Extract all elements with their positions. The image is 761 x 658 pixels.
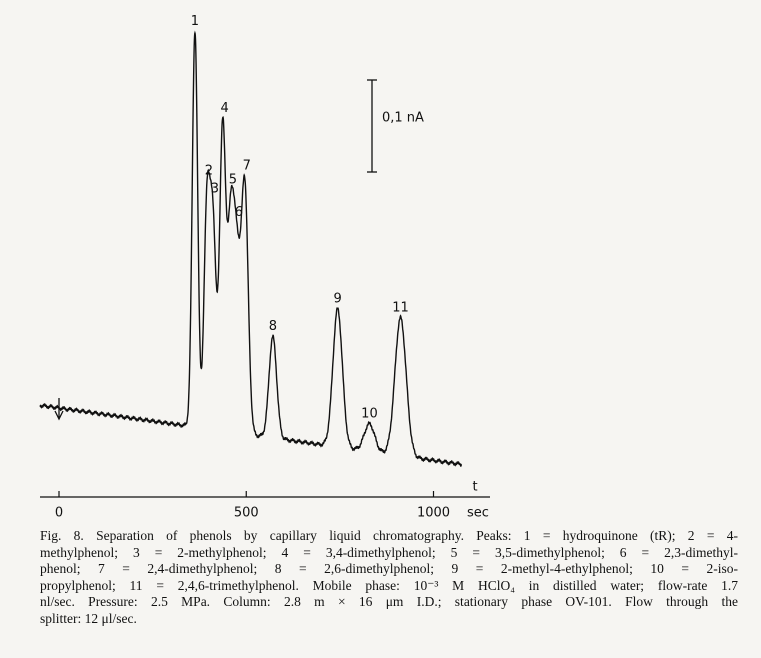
peak-label: 3 — [211, 181, 219, 196]
injection-arrow — [54, 410, 64, 421]
axis-label: t — [472, 480, 477, 495]
caption-line: methylphenol; 3 = 2-methylphenol; 4 = 3,… — [40, 544, 738, 560]
peak-label: 8 — [269, 319, 277, 334]
tick-label: 0 — [55, 506, 63, 521]
peak-label: 9 — [333, 291, 341, 306]
caption-line: propylphenol; 11 = 2,4,6-trimethylphenol… — [40, 577, 738, 593]
tick-label: 500 — [234, 506, 259, 521]
peak-label: 4 — [221, 101, 229, 116]
peak-label: 11 — [392, 300, 409, 315]
chromatogram-figure: 0 500 1000 sec t 0,1 nA 1 2 3 4 5 6 7 8 9 10 11 — [39, 14, 490, 521]
scale-bar-label: 0,1 nA — [382, 111, 424, 126]
peak-label: 6 — [235, 205, 243, 220]
peak-label: 7 — [243, 159, 251, 174]
caption-line: Fig. 8. Separation of phenols by capilla… — [40, 528, 738, 543]
axis-unit: sec — [467, 506, 489, 521]
caption-line: splitter: 12 μl/sec. — [40, 610, 137, 626]
peak-label: 2 — [205, 164, 213, 179]
caption-line: phenol; 7 = 2,4-dimethylphenol; 8 = 2,6-… — [40, 561, 738, 576]
tick-label: 1000 — [417, 506, 450, 521]
caption: Fig. 8. Separation of phenols by capilla… — [40, 528, 738, 627]
peak-label: 5 — [229, 172, 237, 187]
peak-label: 1 — [191, 14, 199, 29]
chromatogram-trace — [39, 30, 463, 468]
caption-line: nl/sec. Pressure: 2.5 MPa. Column: 2.8 m… — [40, 594, 738, 609]
peak-label: 10 — [361, 406, 378, 421]
